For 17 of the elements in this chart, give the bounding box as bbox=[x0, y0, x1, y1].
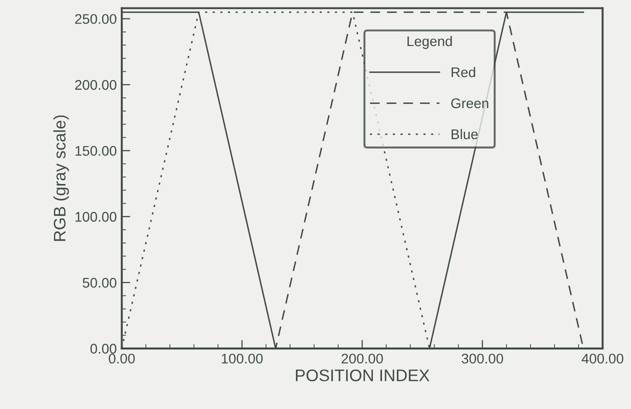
y-tick-label: 150.00 bbox=[76, 146, 116, 156]
y-tick-label: 0.00 bbox=[90, 344, 116, 354]
x-axis-title: POSITION INDEX bbox=[296, 369, 430, 382]
x-tick-label: 100.00 bbox=[222, 354, 263, 364]
x-tick-label: 300.00 bbox=[462, 354, 504, 364]
y-tick-label: 50.00 bbox=[82, 278, 116, 288]
x-tick-label: 400.00 bbox=[582, 354, 624, 364]
x-tick-label: 0.00 bbox=[108, 354, 135, 364]
legend-label: Red bbox=[452, 66, 476, 78]
legend-label: Blue bbox=[452, 129, 478, 140]
legend-title: Legend bbox=[408, 36, 452, 49]
y-tick-label: 200.00 bbox=[75, 80, 116, 90]
legend-label: Green bbox=[451, 98, 488, 108]
y-tick-label: 250.00 bbox=[75, 14, 116, 24]
y-tick-label: 100.00 bbox=[76, 212, 116, 222]
y-axis-title: RGB (gray scale) bbox=[53, 115, 69, 241]
x-tick-label: 200.00 bbox=[342, 354, 383, 364]
